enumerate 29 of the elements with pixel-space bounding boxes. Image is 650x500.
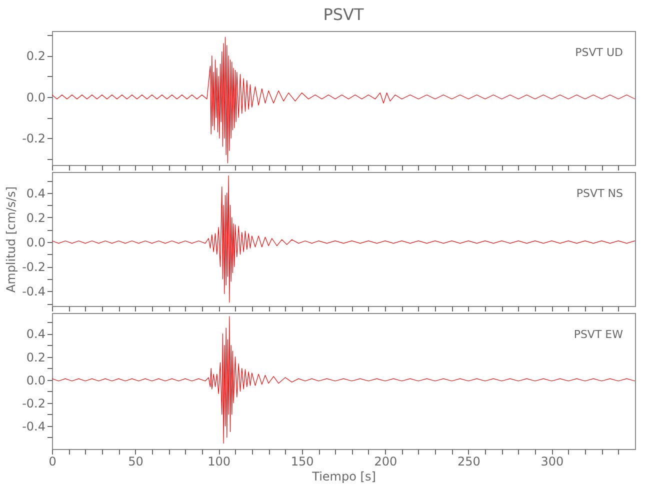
y-tick-label: 0.2 xyxy=(26,49,46,64)
y-tick-label: -0.2 xyxy=(22,132,46,146)
y-tick-label: 0.2 xyxy=(26,350,46,364)
line-series xyxy=(52,36,635,164)
y-tick-label: 0.0 xyxy=(26,236,46,250)
x-tick-label: 150 xyxy=(290,454,314,468)
y-tick-label: 0.0 xyxy=(26,90,46,104)
y-tick-label: -0.2 xyxy=(22,396,46,410)
y-tick-label: -0.2 xyxy=(22,260,46,274)
annotation: PSVT EW xyxy=(574,328,624,341)
line-series xyxy=(52,316,635,444)
chart-title: PSVT xyxy=(323,5,364,24)
x-tick-label: 300 xyxy=(540,454,564,468)
y-tick-label: -0.4 xyxy=(22,284,46,299)
line-series xyxy=(52,175,635,303)
x-tick-label: 100 xyxy=(208,454,231,468)
x-tick-label: 50 xyxy=(128,454,144,468)
y-axis-title: Amplitud [cm/s/s] xyxy=(4,186,18,293)
y-tick-label: 0.2 xyxy=(26,210,46,225)
y-tick-label: 0.4 xyxy=(26,186,46,200)
y-tick-label: 0.4 xyxy=(26,327,46,342)
annotation: PSVT NS xyxy=(576,187,624,200)
x-tick-label: 200 xyxy=(374,454,398,468)
y-tick-label: 0.0 xyxy=(26,373,46,388)
x-axis-title: Tiempo [s] xyxy=(311,470,376,484)
x-tick-label: 0 xyxy=(48,454,56,468)
x-tick-label: 250 xyxy=(457,454,480,468)
y-tick-label: -0.4 xyxy=(22,419,46,434)
annotation: PSVT UD xyxy=(575,46,623,59)
